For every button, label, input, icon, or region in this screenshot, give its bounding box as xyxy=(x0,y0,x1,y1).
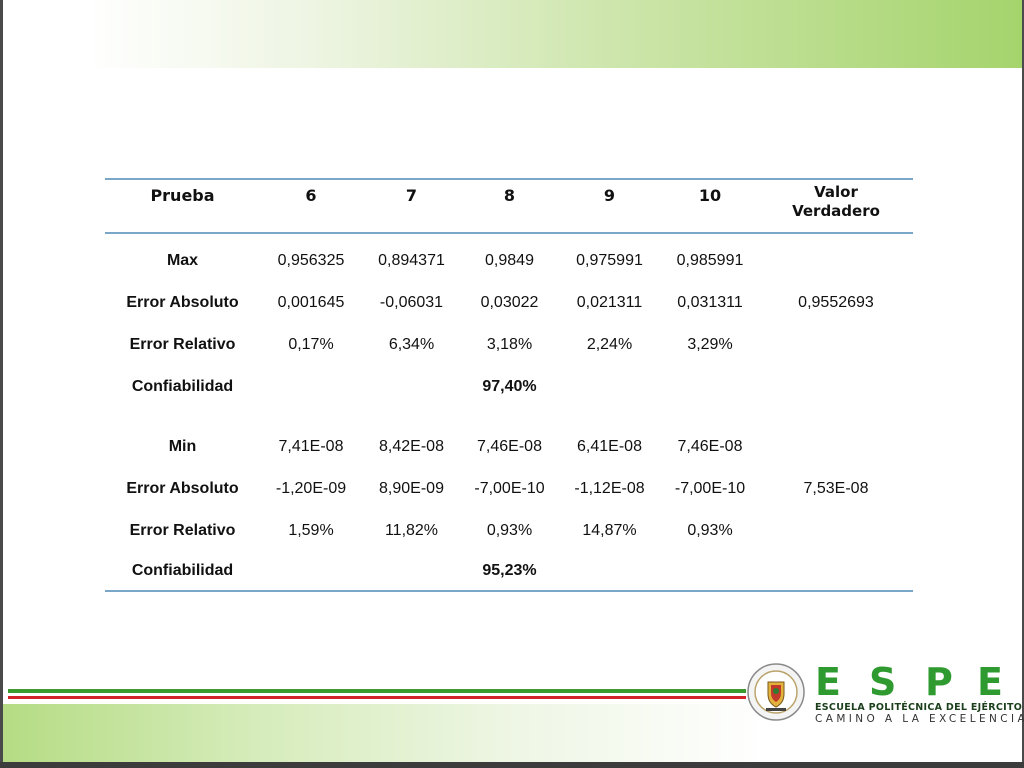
table-cell-valor-verdadero: 0,9552693 xyxy=(798,294,874,311)
table-row-max: Max 0,956325 0,894371 0,9849 0,975991 0,… xyxy=(105,233,913,282)
table-cell xyxy=(759,510,913,552)
footer-green-stripe xyxy=(8,689,746,693)
table-cell: 0,985991 xyxy=(676,252,744,269)
table-cell xyxy=(260,366,362,408)
slide-left-border xyxy=(0,0,3,768)
table-cell xyxy=(558,552,661,592)
footer-gradient-band xyxy=(3,704,1022,762)
table-cell: 0,894371 xyxy=(378,252,445,269)
table-cell: 8,42E-08 xyxy=(379,438,444,455)
espe-subtitle: ESCUELA POLITÉCNICA DEL EJÉRCITO xyxy=(815,702,1023,713)
table-cell: 7,46E-08 xyxy=(677,438,743,455)
table-cell: -7,00E-10 xyxy=(674,480,746,497)
table-row-min-error-absoluto: Error Absoluto -1,20E-09 8,90E-09 -7,00E… xyxy=(105,468,913,510)
row-label: Confiabilidad xyxy=(131,378,234,395)
header-row: Prueba 6 7 8 9 10 Valor Verdadero xyxy=(105,178,913,234)
table-cell: -1,12E-08 xyxy=(574,480,645,497)
table-cell: 0,17% xyxy=(288,336,334,353)
table-cell: 3,29% xyxy=(687,336,733,353)
header-cell-valor-verdadero: Valor Verdadero xyxy=(759,178,913,234)
header-gradient-band xyxy=(3,0,1022,68)
slide-bottom-border xyxy=(0,762,1024,768)
espe-letter: E xyxy=(815,660,841,704)
table-cell xyxy=(661,552,759,592)
table-cell: 1,59% xyxy=(288,522,334,539)
table-cell: 6,34% xyxy=(388,336,435,353)
table-row-min: Min 7,41E-08 8,42E-08 7,46E-08 6,41E-08 … xyxy=(105,426,913,468)
table-cell xyxy=(260,552,362,592)
row-label: Error Absoluto xyxy=(126,294,239,311)
table-row-max-error-relativo: Error Relativo 0,17% 6,34% 3,18% 2,24% 3… xyxy=(105,324,913,366)
row-label: Min xyxy=(168,438,197,455)
table-cell: 0,93% xyxy=(486,522,533,539)
header-cell: 6 xyxy=(260,178,362,234)
table-row-min-confiabilidad: Confiabilidad 95,23% xyxy=(105,552,913,592)
table-cell xyxy=(759,366,913,408)
table-cell xyxy=(362,552,461,592)
header-cell: 8 xyxy=(461,178,558,234)
table-cell: 7,41E-08 xyxy=(278,438,344,455)
table-cell xyxy=(362,366,461,408)
table-cell: -0,06031 xyxy=(379,294,444,311)
table-cell-valor-verdadero: 7,53E-08 xyxy=(803,480,869,497)
table-cell xyxy=(661,366,759,408)
header-cell: 7 xyxy=(362,178,461,234)
table-cell xyxy=(759,426,913,468)
results-table: Prueba 6 7 8 9 10 Valor Verdadero Max 0,… xyxy=(105,178,913,592)
confiabilidad-value: 95,23% xyxy=(461,552,558,592)
row-label: Max xyxy=(166,252,199,269)
table-cell: -7,00E-10 xyxy=(474,480,545,497)
table-cell: 7,46E-08 xyxy=(477,438,542,455)
row-label: Error Relativo xyxy=(129,522,236,539)
table-cell: 11,82% xyxy=(384,522,439,539)
table-cell: 0,001645 xyxy=(277,294,345,311)
university-seal-icon xyxy=(747,663,805,721)
table-cell: 14,87% xyxy=(582,522,637,539)
espe-letter: E xyxy=(977,660,1003,704)
table-cell: 0,93% xyxy=(687,522,733,539)
table-spacer-row xyxy=(105,408,913,426)
table-cell: 0,031311 xyxy=(677,294,743,311)
table-cell: 0,956325 xyxy=(277,252,345,269)
espe-letter: S xyxy=(869,660,897,704)
row-label: Error Absoluto xyxy=(126,480,239,497)
footer-white-stripe xyxy=(8,693,746,696)
table-cell: 0,03022 xyxy=(480,294,539,311)
slide-right-border xyxy=(1022,0,1024,768)
table-cell: 0,9849 xyxy=(485,252,534,269)
header-cell: 10 xyxy=(661,178,759,234)
header-cell: 9 xyxy=(558,178,661,234)
table-cell xyxy=(759,233,913,282)
table-cell: 0,975991 xyxy=(576,252,643,269)
table-cell: 0,021311 xyxy=(576,294,643,311)
table-cell xyxy=(759,552,913,592)
header-cell: Prueba xyxy=(105,178,260,234)
table-cell xyxy=(558,366,661,408)
row-label: Confiabilidad xyxy=(105,552,260,592)
table-cell xyxy=(759,324,913,366)
espe-letter: P xyxy=(925,660,953,704)
table-cell: -1,20E-09 xyxy=(275,480,347,497)
table-cell: 8,90E-09 xyxy=(379,480,444,497)
spacer-cell xyxy=(105,408,913,426)
confiabilidad-value: 97,40% xyxy=(482,378,537,395)
espe-motto: CAMINO A LA EXCELENCIA xyxy=(815,713,1024,725)
table-row-max-confiabilidad: Confiabilidad 97,40% xyxy=(105,366,913,408)
espe-wordmark: E S P E xyxy=(815,662,1005,702)
row-label: Error Relativo xyxy=(129,336,236,353)
table-cell: 2,24% xyxy=(586,336,633,353)
footer-red-stripe xyxy=(8,696,746,699)
table-cell: 3,18% xyxy=(486,336,533,353)
table-row-min-error-relativo: Error Relativo 1,59% 11,82% 0,93% 14,87%… xyxy=(105,510,913,552)
table-cell: 6,41E-08 xyxy=(577,438,642,455)
table-row-max-error-absoluto: Error Absoluto 0,001645 -0,06031 0,03022… xyxy=(105,282,913,324)
